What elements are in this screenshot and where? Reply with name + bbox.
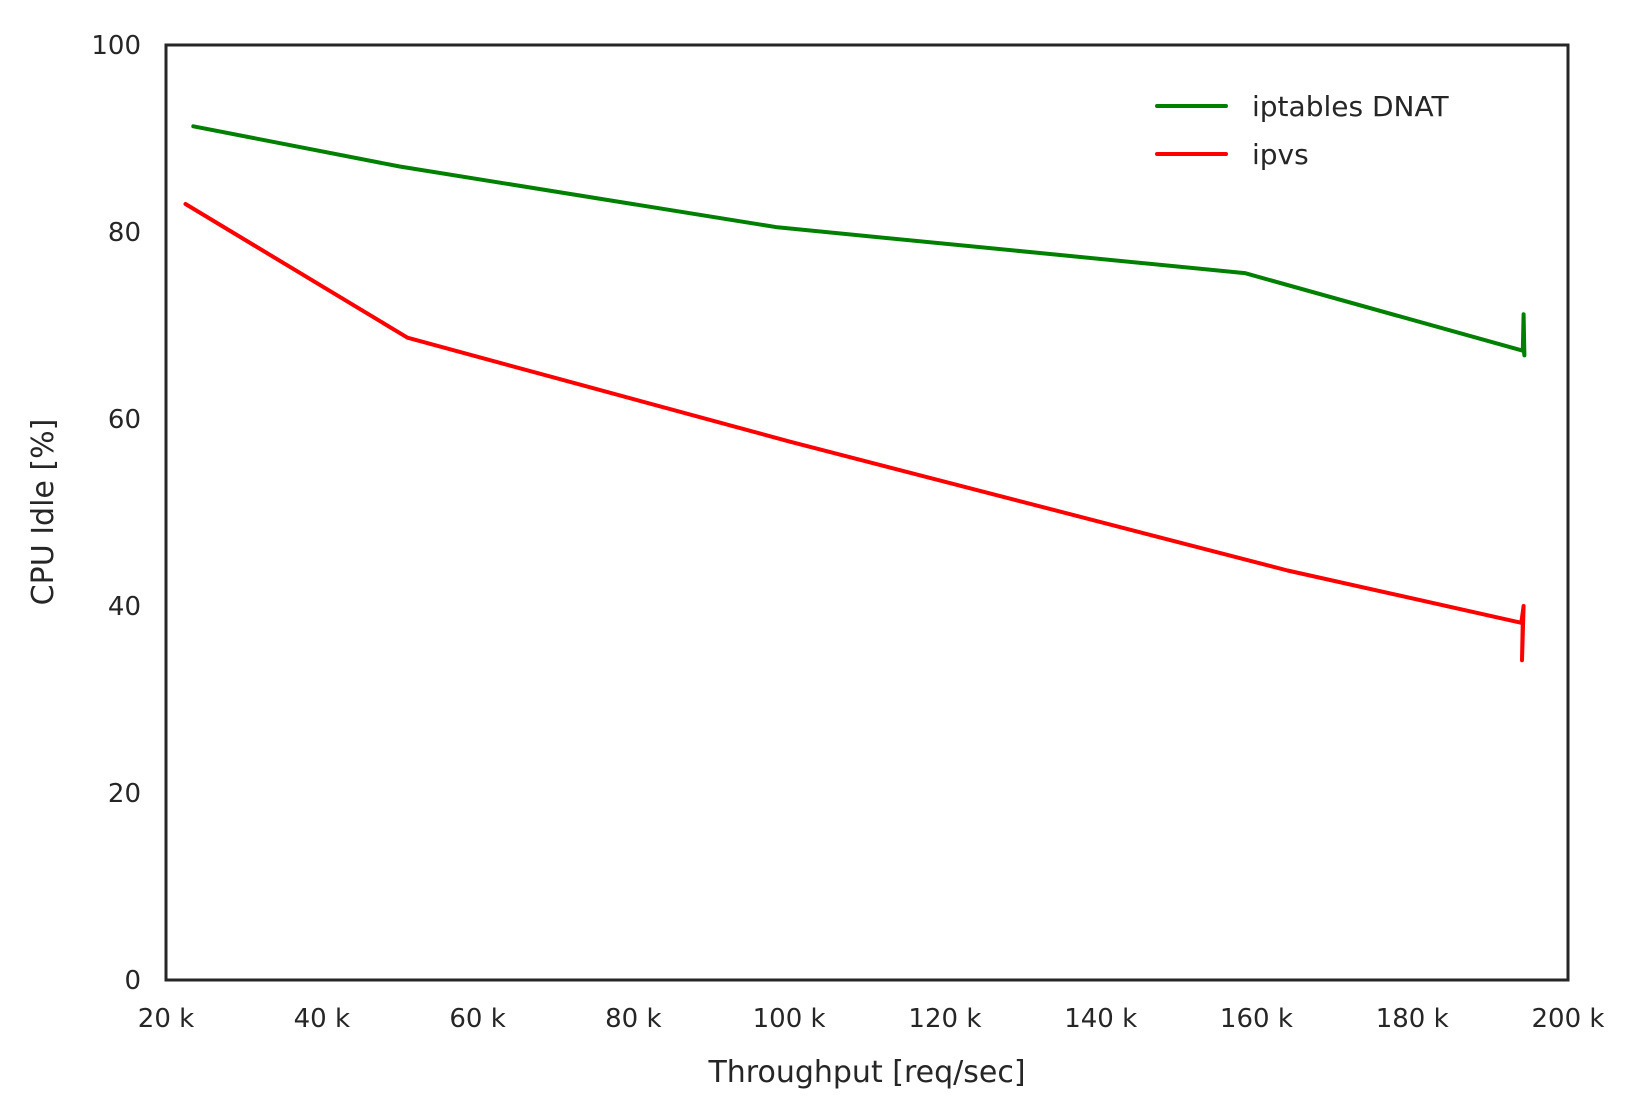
legend-label: ipvs [1252, 138, 1309, 171]
series-layer [183, 124, 1527, 663]
series-line-1 [191, 124, 1527, 358]
y-tick-label: 0 [124, 966, 141, 996]
x-tick-label: 20 k [138, 1004, 194, 1034]
x-tick-label: 80 k [605, 1004, 661, 1034]
y-tick-label: 80 [108, 218, 141, 248]
x-tick-label: 160 k [1220, 1004, 1293, 1034]
x-tick-label: 180 k [1376, 1004, 1449, 1034]
x-tick-label: 200 k [1532, 1004, 1605, 1034]
legend-label: iptables DNAT [1252, 90, 1449, 123]
y-tick-label: 20 [108, 779, 141, 809]
y-tick-label: 40 [108, 592, 141, 622]
y-axis-ticks: 0 20 40 60 80 100 [91, 31, 141, 996]
x-tick-label: 140 k [1064, 1004, 1137, 1034]
x-tick-label: 120 k [908, 1004, 981, 1034]
x-tick-label: 40 k [294, 1004, 350, 1034]
y-axis-label: CPU Idle [%] [26, 419, 61, 606]
y-tick-label: 100 [91, 31, 141, 61]
legend: iptables DNAT ipvs [1155, 90, 1449, 171]
x-tick-label: 100 k [753, 1004, 826, 1034]
x-axis-label: Throughput [req/sec] [707, 1055, 1025, 1090]
series-line-2 [183, 202, 1526, 663]
plot-frame [164, 43, 1570, 982]
x-tick-label: 60 k [449, 1004, 505, 1034]
x-axis-ticks: 20 k 40 k 60 k 80 k 100 k 120 k 140 k 160 k 180 … [138, 1004, 1605, 1034]
y-tick-label: 60 [108, 405, 141, 435]
